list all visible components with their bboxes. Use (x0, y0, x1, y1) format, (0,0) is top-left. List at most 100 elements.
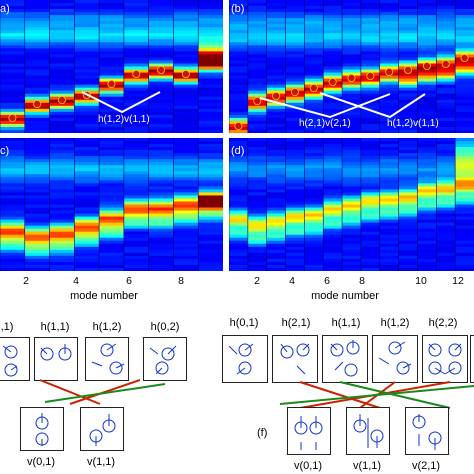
heatmap-cell (436, 240, 456, 245)
heatmap-cell (0, 204, 26, 209)
heatmap-cell (266, 6, 287, 10)
heatmap-cell (0, 69, 26, 74)
heatmap-cell (198, 234, 223, 239)
heatmap-cell (323, 141, 343, 145)
heatmap-cell (247, 156, 268, 160)
heatmap-cell (379, 171, 400, 175)
heatmap-cell (148, 219, 175, 224)
heatmap-cell (360, 249, 381, 254)
heatmap-cell (436, 267, 456, 271)
heatmap-cell (285, 249, 305, 254)
heatmap-cell (304, 237, 324, 242)
heatmap-cell (323, 162, 343, 166)
heatmap-cell (323, 24, 343, 28)
heatmap-cell (360, 129, 381, 133)
heatmap-cell (198, 198, 223, 203)
heatmap-cell (323, 99, 343, 104)
heatmap-cell (266, 60, 287, 65)
heatmap-cell (247, 87, 268, 92)
heatmap-cell (49, 234, 75, 239)
heatmap-cell (173, 87, 199, 92)
heatmap-cell (285, 27, 305, 31)
heatmap-cell (398, 60, 419, 65)
heatmap-cell (148, 144, 175, 148)
heatmap-cell (24, 117, 51, 122)
heatmap-cell (49, 162, 75, 166)
panel-label-f: (f) (257, 427, 268, 439)
heatmap-cell (49, 153, 75, 157)
heatmap-cell (229, 231, 249, 236)
heatmap-cell (455, 228, 474, 233)
mode-label-left-top-2: h(1,2) (92, 321, 122, 333)
heatmap-cell (266, 30, 287, 34)
heatmap-cell (49, 231, 75, 236)
heatmap-cell (266, 180, 287, 184)
heatmap-cell (74, 87, 100, 92)
heatmap-cell (173, 117, 199, 122)
heatmap-cell (323, 240, 343, 245)
heatmap-cell (198, 60, 223, 65)
heatmap-cell (323, 234, 343, 239)
heatmap-cell (360, 24, 381, 28)
heatmap-cell (436, 243, 456, 248)
heatmap-cell (379, 48, 400, 52)
heatmap-cell (173, 162, 199, 166)
heatmap-cell (266, 249, 287, 254)
heatmap-cell (455, 165, 474, 169)
heatmap-cell (148, 96, 175, 101)
heatmap-cell (148, 204, 175, 209)
heatmap-cell (455, 255, 474, 260)
heatmap-cell (342, 69, 362, 74)
heatmap-cell (198, 237, 223, 242)
heatmap-cell (0, 66, 26, 71)
heatmap-cell (229, 60, 249, 65)
heatmap-cell (198, 108, 223, 113)
heatmap-cell (247, 48, 268, 52)
heatmap-cell (379, 153, 400, 157)
heatmap-cell (123, 240, 150, 245)
heatmap-cell (304, 168, 324, 172)
heatmap-cell (99, 144, 125, 148)
heatmap-cell (229, 108, 249, 113)
heatmap-cell (99, 117, 125, 122)
mode-label-left-top-0: ,1) (0, 321, 14, 333)
heatmap-cell (74, 6, 100, 10)
heatmap-cell (173, 99, 199, 104)
heatmap-cell (417, 264, 437, 269)
heatmap-cell (266, 222, 287, 227)
heatmap-cell (304, 231, 324, 236)
heatmap-cell (0, 183, 26, 187)
heatmap-cell (0, 249, 26, 254)
heatmap-cell (198, 9, 223, 13)
heatmap-cell (198, 24, 223, 28)
heatmap-cell (285, 48, 305, 52)
heatmap-cell (398, 90, 419, 95)
heatmap-cell (436, 264, 456, 269)
heatmap-cell (379, 144, 400, 148)
heatmap-cell (342, 141, 362, 145)
heatmap-cell (198, 33, 223, 37)
heatmap-cell (379, 138, 400, 142)
heatmap-cell (74, 228, 100, 233)
heatmap-cell (173, 27, 199, 31)
heatmap-cell (173, 234, 199, 239)
spectrum-panel-b: (b) (229, 0, 474, 133)
heatmap-cell (24, 201, 51, 206)
heatmap-cell (173, 144, 199, 148)
heatmap-cell (123, 12, 150, 16)
heatmap-cell (74, 156, 100, 160)
heatmap-cell (173, 42, 199, 46)
heatmap-cell (173, 36, 199, 40)
heatmap-cell (173, 267, 199, 271)
heatmap-cell (379, 210, 400, 215)
tick-right-2: 6 (324, 275, 330, 287)
heatmap-cell (379, 6, 400, 10)
heatmap-cell (285, 222, 305, 227)
heatmap-cell (229, 252, 249, 257)
heatmap-cell (229, 15, 249, 19)
heatmap-cell (304, 207, 324, 212)
heatmap-cell (173, 177, 199, 181)
heatmap-cell (99, 258, 125, 263)
heatmap-cell (266, 108, 287, 113)
heatmap-cell (229, 75, 249, 80)
